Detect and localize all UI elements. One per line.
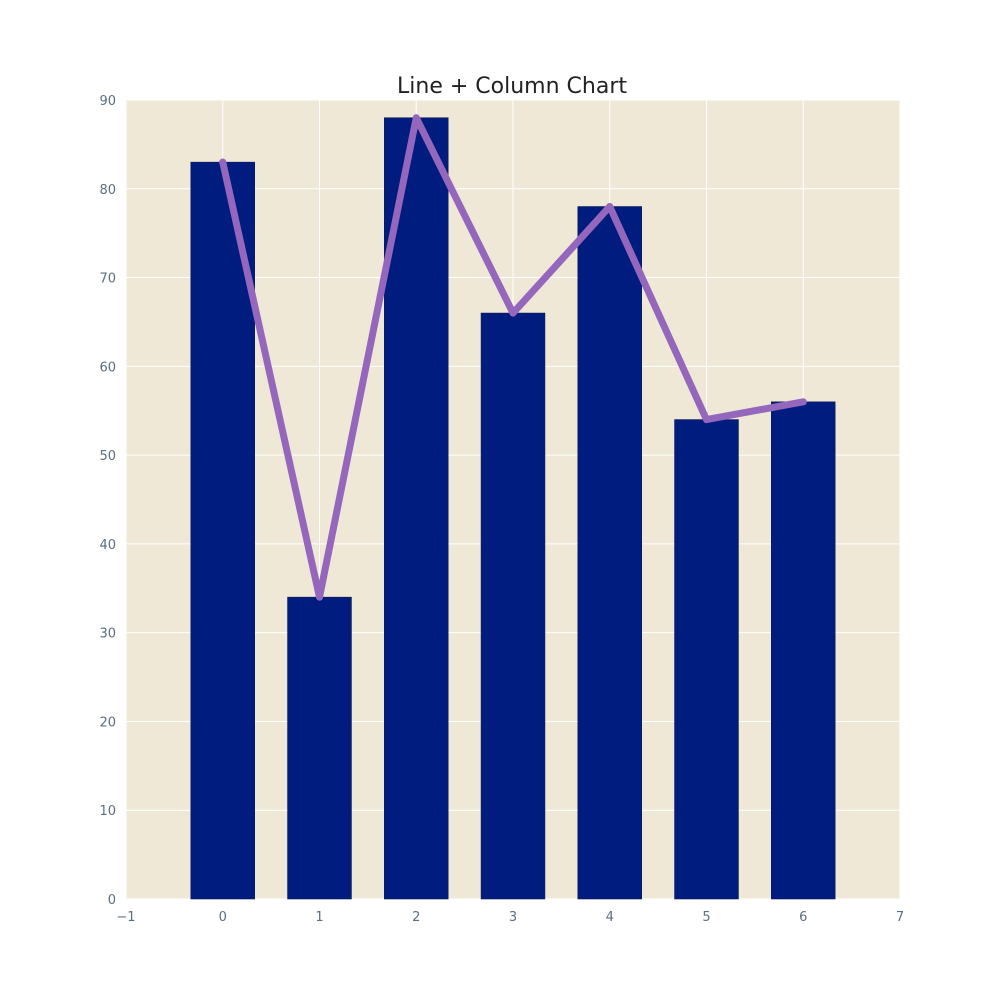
bar — [480, 312, 546, 900]
bar-series — [190, 117, 836, 900]
x-tick-label: 7 — [896, 910, 904, 925]
x-tick-label: 3 — [509, 910, 517, 925]
chart-title: Line + Column Chart — [397, 74, 627, 99]
y-tick-label: 20 — [99, 715, 116, 730]
x-tick-label: 2 — [412, 910, 420, 925]
line-point — [606, 203, 614, 211]
y-tick-label: 60 — [99, 360, 116, 375]
line-point — [316, 593, 323, 601]
bar — [577, 206, 642, 900]
y-tick-label: 40 — [99, 538, 116, 553]
y-tick-label: 30 — [99, 627, 116, 642]
y-tick-label: 90 — [99, 94, 116, 109]
bar — [287, 596, 352, 900]
x-tick-label: 5 — [702, 910, 710, 925]
y-tick-label: 10 — [99, 804, 116, 819]
x-tick-label: 1 — [315, 910, 323, 925]
y-tick-label: 70 — [99, 272, 116, 287]
bar — [190, 161, 255, 900]
x-axis: −1 0 1 2 3 4 5 6 7 — [116, 910, 904, 925]
line-point — [799, 398, 807, 406]
y-tick-label: 50 — [99, 449, 116, 464]
line-point — [703, 416, 710, 424]
x-tick-label: 0 — [219, 910, 227, 925]
x-tick-label: −1 — [116, 910, 135, 925]
bar — [674, 419, 739, 900]
line-point — [509, 309, 517, 317]
y-tick-label: 80 — [99, 183, 116, 198]
bar — [771, 401, 836, 900]
x-tick-label: 4 — [606, 910, 614, 925]
line-point — [219, 158, 227, 166]
bar — [384, 117, 449, 900]
line-series — [219, 114, 807, 601]
line-point — [412, 114, 420, 122]
x-tick-label: 6 — [799, 910, 807, 925]
y-tick-label: 0 — [108, 893, 116, 908]
y-axis: 0 10 20 30 40 50 60 70 80 90 — [99, 94, 116, 908]
